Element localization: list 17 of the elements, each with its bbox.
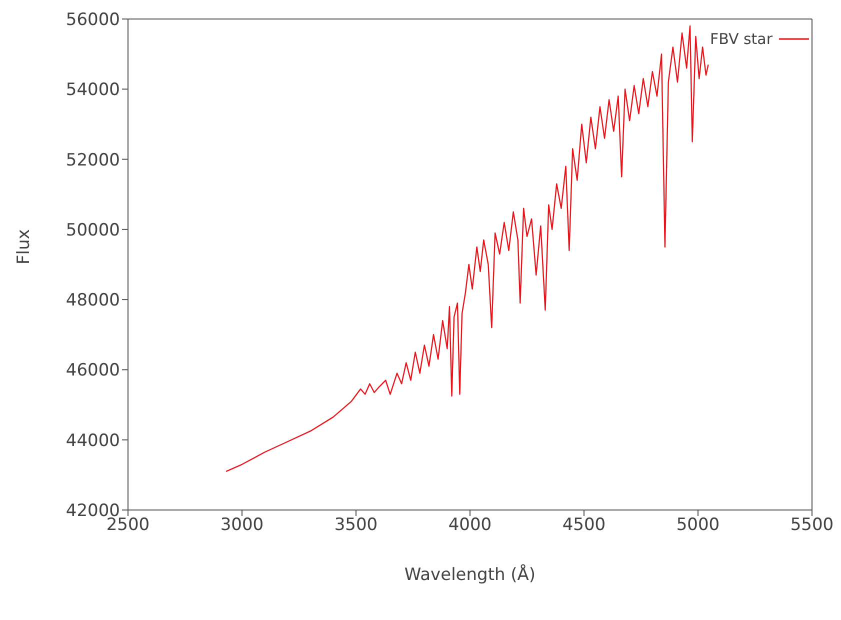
x-tick-label: 4500: [562, 515, 606, 536]
y-tick-label: 48000: [66, 290, 120, 311]
legend-label: FBV star: [710, 30, 773, 48]
y-tick-label: 54000: [66, 80, 120, 100]
y-tick-label: 44000: [66, 430, 120, 451]
x-tick-label: 4000: [448, 515, 492, 536]
line-series: [225, 25, 709, 472]
y-tick-label: 52000: [66, 150, 120, 170]
x-tick-label: 3000: [220, 515, 264, 536]
x-tick-label: 5000: [676, 515, 720, 536]
y-tick-label: 50000: [66, 220, 120, 240]
y-axis-title: Flux: [14, 229, 34, 264]
y-tick-label: 46000: [66, 360, 120, 381]
x-tick-label: 5500: [790, 515, 834, 536]
x-tick-label: 3500: [334, 515, 378, 536]
y-tick-label: 56000: [66, 10, 120, 30]
x-axis-title: Wavelength (Å): [404, 564, 536, 585]
